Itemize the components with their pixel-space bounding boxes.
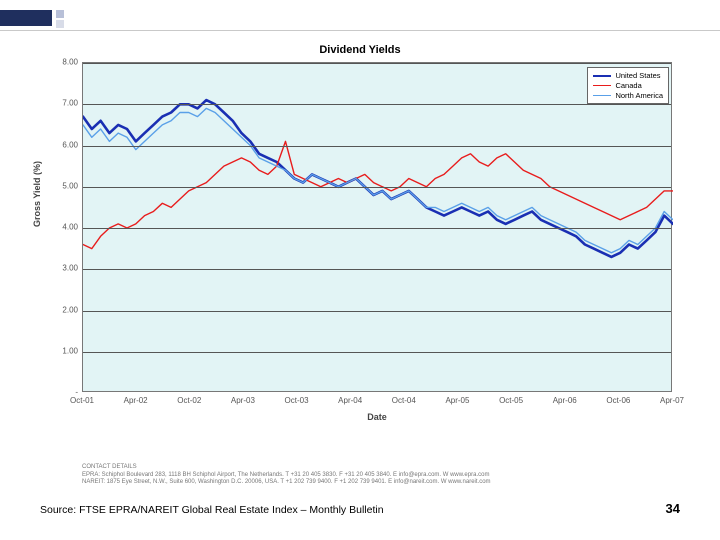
contact-line-2: NAREIT: 1875 Eye Street, N.W., Suite 600… — [82, 479, 491, 487]
source-text: Source: FTSE EPRA/NAREIT Global Real Est… — [40, 504, 384, 516]
grid-line — [83, 104, 671, 105]
legend-row: United States — [593, 71, 663, 81]
x-tick-label: Apr-05 — [445, 396, 469, 405]
x-tick-label: Apr-07 — [660, 396, 684, 405]
legend-chip — [593, 85, 611, 86]
y-tick-label: 1.00 — [40, 346, 78, 355]
x-tick-label: Oct-05 — [499, 396, 523, 405]
y-tick-label: 8.00 — [40, 58, 78, 67]
accent-square-1 — [56, 10, 64, 18]
plot-background: United StatesCanadaNorth America — [82, 62, 672, 392]
chart-title: Dividend Yields — [40, 44, 680, 56]
grid-line — [83, 63, 671, 64]
contact-heading: CONTACT DETAILS — [82, 464, 491, 472]
legend-chip — [593, 75, 611, 78]
contact-line-1: EPRA: Schiphol Boulevard 283, 1118 BH Sc… — [82, 472, 491, 480]
x-tick-label: Apr-06 — [553, 396, 577, 405]
y-tick-label: 6.00 — [40, 140, 78, 149]
x-tick-label: Oct-06 — [606, 396, 630, 405]
contact-details: CONTACT DETAILS EPRA: Schiphol Boulevard… — [82, 464, 491, 487]
x-tick-label: Oct-03 — [285, 396, 309, 405]
x-tick-label: Apr-04 — [338, 396, 362, 405]
y-tick-label: 3.00 — [40, 264, 78, 273]
grid-line — [83, 352, 671, 353]
x-tick-label: Oct-02 — [177, 396, 201, 405]
y-tick-label: 2.00 — [40, 305, 78, 314]
legend-label: United States — [615, 71, 660, 81]
x-tick-label: Oct-01 — [70, 396, 94, 405]
grid-line — [83, 311, 671, 312]
accent-strip — [0, 10, 52, 26]
grid-line — [83, 187, 671, 188]
legend-chip — [593, 95, 611, 96]
x-tick-label: Oct-04 — [392, 396, 416, 405]
x-tick-label: Apr-02 — [124, 396, 148, 405]
y-tick-label: 7.00 — [40, 99, 78, 108]
grid-line — [83, 269, 671, 270]
series-line-canada — [83, 141, 673, 248]
grid-line — [83, 146, 671, 147]
legend-label: Canada — [615, 81, 641, 91]
grid-line — [83, 228, 671, 229]
y-axis-label: Gross Yield (%) — [32, 161, 42, 227]
accent-rule — [0, 30, 720, 31]
legend-label: North America — [615, 91, 663, 101]
y-tick-label: 4.00 — [40, 223, 78, 232]
accent-square-2 — [56, 20, 64, 28]
chart-region: Dividend Yields Gross Yield (%) United S… — [40, 44, 680, 459]
y-tick-label: 5.00 — [40, 181, 78, 190]
slide-accent-bar — [0, 0, 720, 32]
x-axis-label: Date — [82, 412, 672, 422]
legend-box: United StatesCanadaNorth America — [587, 67, 669, 104]
series-line-north-america — [83, 108, 673, 252]
page-number: 34 — [666, 501, 680, 516]
x-tick-label: Apr-03 — [231, 396, 255, 405]
plot-container: Gross Yield (%) United StatesCanadaNorth… — [40, 62, 680, 422]
legend-row: North America — [593, 91, 663, 101]
legend-row: Canada — [593, 81, 663, 91]
slide-footer: Source: FTSE EPRA/NAREIT Global Real Est… — [40, 501, 680, 516]
series-line-united-states — [83, 100, 673, 257]
